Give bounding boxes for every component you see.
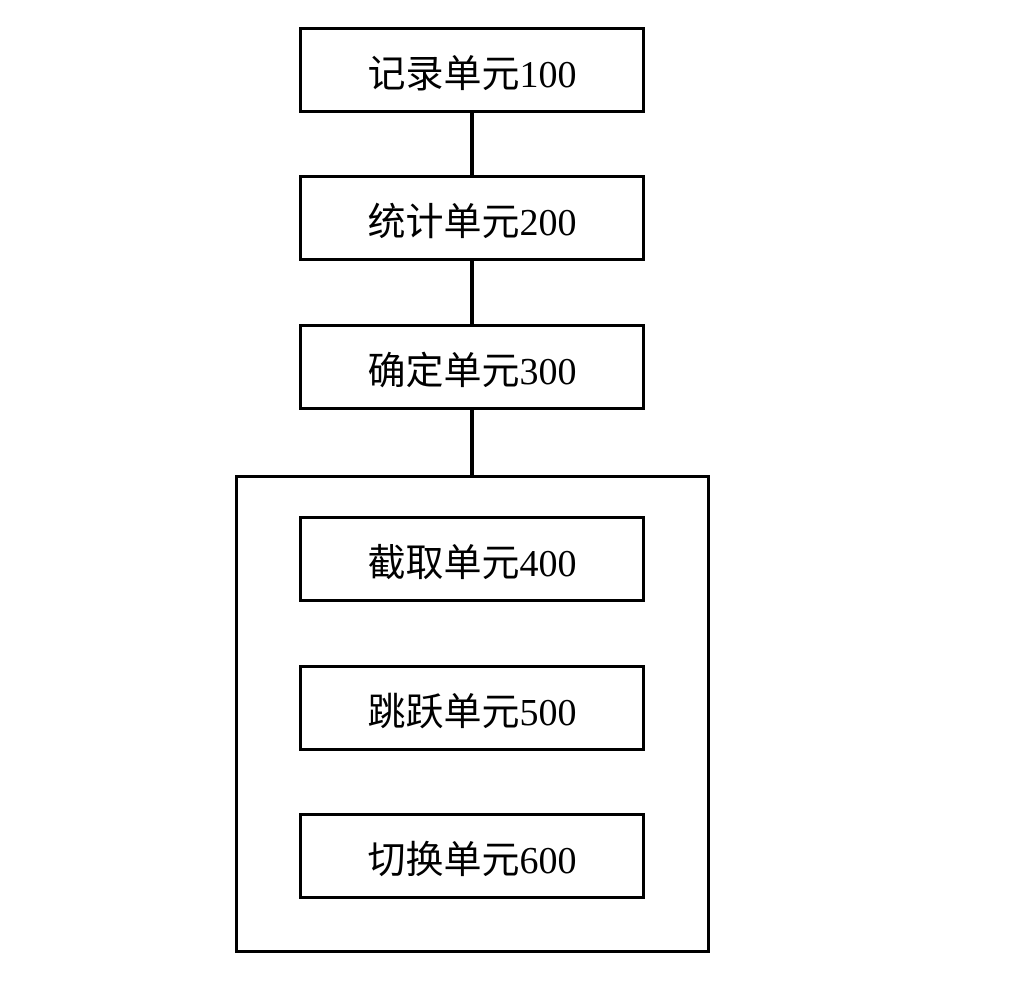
- node-label: 统计单元200: [367, 191, 576, 246]
- node-switch-unit: 切换单元600: [299, 813, 645, 899]
- edge-3-container: [470, 410, 474, 475]
- node-intercept-unit: 截取单元400: [299, 516, 645, 602]
- node-label: 截取单元400: [367, 532, 576, 587]
- node-label: 确定单元300: [367, 340, 576, 395]
- edge-1-2: [470, 113, 474, 175]
- edge-2-3: [470, 261, 474, 324]
- node-label: 记录单元100: [367, 43, 576, 98]
- node-jump-unit: 跳跃单元500: [299, 665, 645, 751]
- node-label: 切换单元600: [367, 829, 576, 884]
- node-label: 跳跃单元500: [367, 681, 576, 736]
- node-record-unit: 记录单元100: [299, 27, 645, 113]
- diagram-canvas: 记录单元100 统计单元200 确定单元300 截取单元400 跳跃单元500 …: [0, 0, 1013, 1000]
- node-determine-unit: 确定单元300: [299, 324, 645, 410]
- node-statistics-unit: 统计单元200: [299, 175, 645, 261]
